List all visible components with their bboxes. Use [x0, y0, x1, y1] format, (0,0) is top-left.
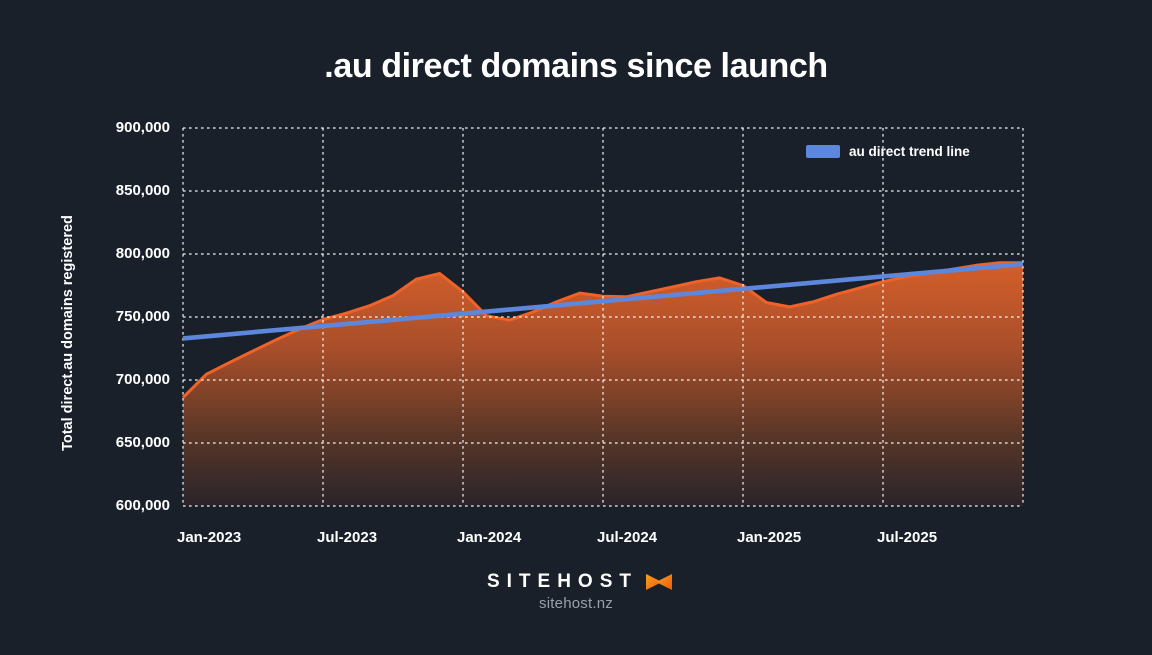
- footer: SITEHOST sitehost.nz: [0, 571, 1152, 612]
- chart-title: .au direct domains since launch: [324, 47, 828, 85]
- x-tick-label: Jul-2024: [597, 529, 658, 546]
- x-tick-label: Jul-2023: [317, 529, 378, 546]
- trend-line: [182, 261, 1024, 341]
- x-tick-label: Jan-2025: [737, 529, 802, 546]
- x-tick-label: Jan-2023: [177, 529, 242, 546]
- y-tick-label: 750,000: [115, 308, 170, 325]
- y-tick-label: 800,000: [115, 245, 170, 262]
- y-tick-label: 850,000: [115, 182, 170, 199]
- y-tick-label: 600,000: [115, 497, 170, 514]
- gridlines: [182, 127, 1024, 507]
- brand-wordmark: SITEHOST: [486, 571, 638, 592]
- legend-label: au direct trend line: [849, 144, 970, 159]
- sitehost-x-icon: [646, 574, 672, 590]
- y-tick-label: 700,000: [115, 371, 170, 388]
- legend-swatch: [806, 145, 840, 158]
- footer-domain: sitehost.nz: [539, 595, 613, 612]
- y-tick-label: 900,000: [115, 119, 170, 136]
- x-tick-label: Jul-2025: [877, 529, 938, 546]
- legend: au direct trend line: [806, 144, 970, 159]
- y-tick-label: 650,000: [115, 434, 170, 451]
- x-tick-label: Jan-2024: [457, 529, 522, 546]
